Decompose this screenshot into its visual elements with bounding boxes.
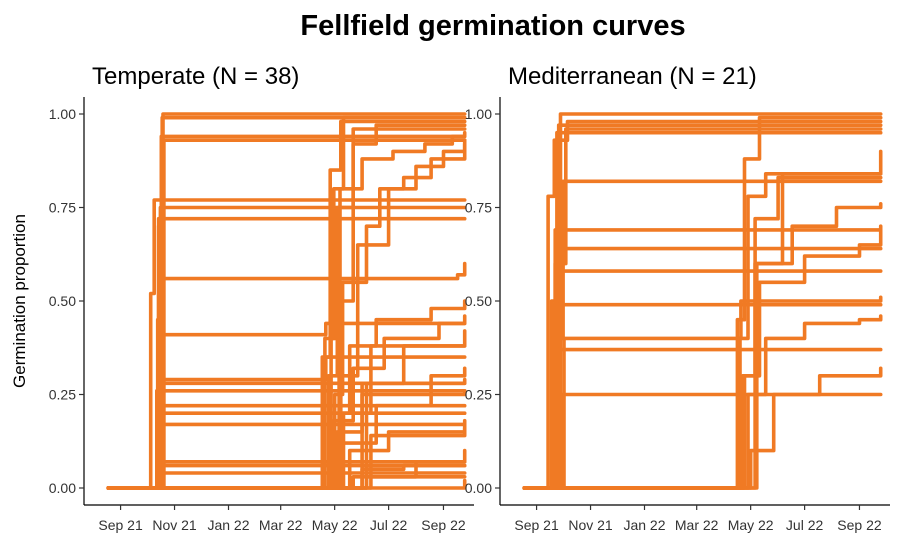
germination-curve <box>522 149 883 490</box>
x-tick-label: Sep 22 <box>837 517 882 533</box>
x-tick-label: Mar 22 <box>675 517 719 533</box>
y-tick-label: 0.50 <box>465 293 492 309</box>
germination-curve <box>522 347 883 490</box>
x-tick-label: Jul 22 <box>786 517 824 533</box>
panel-title: Mediterranean (N = 21) <box>508 63 757 90</box>
y-tick-label: 0.00 <box>465 480 492 496</box>
germination-curve <box>522 314 883 490</box>
germination-curve <box>522 224 883 490</box>
x-tick-label: Sep 22 <box>421 517 466 533</box>
y-axis-title: Germination proportion <box>10 214 29 388</box>
y-tick-label: 0.25 <box>465 387 492 403</box>
germination-curve <box>522 175 883 490</box>
y-tick-label: 1.00 <box>465 106 492 122</box>
x-tick-label: Jul 22 <box>370 517 408 533</box>
panel-title: Temperate (N = 38) <box>92 63 299 90</box>
x-tick-label: Sep 21 <box>98 517 143 533</box>
chart-title: Fellfield germination curves <box>300 10 685 42</box>
x-tick-label: Jan 22 <box>623 517 665 533</box>
panel-temperate: Temperate (N = 38) 0.00 0.25 0.50 0.75 1.00 Se… <box>49 63 474 533</box>
panel-mediterranean: Mediterranean (N = 21) 0.00 0.25 0.50 0.75 1.… <box>465 63 890 533</box>
germination-curve <box>106 261 467 490</box>
y-tick-label: 0.75 <box>465 200 492 216</box>
x-tick-label: Nov 21 <box>152 517 197 533</box>
germination-curve <box>106 478 467 490</box>
x-tick-label: Nov 21 <box>568 517 613 533</box>
germination-curve <box>522 392 883 490</box>
germination-curve <box>522 295 883 490</box>
y-tick-label: 0.50 <box>49 293 76 309</box>
germination-curve <box>522 302 883 490</box>
x-tick-label: Mar 22 <box>259 517 303 533</box>
y-tick-label: 0.75 <box>49 200 76 216</box>
germination-curve <box>522 202 883 490</box>
y-tick-label: 0.25 <box>49 387 76 403</box>
germination-curve <box>522 246 883 490</box>
x-tick-label: Jan 22 <box>207 517 249 533</box>
germination-curve <box>522 172 883 490</box>
germination-curve <box>522 228 883 490</box>
x-tick-label: May 22 <box>312 517 358 533</box>
y-tick-label: 0.00 <box>49 480 76 496</box>
x-tick-label: May 22 <box>728 517 774 533</box>
germination-curve <box>522 130 883 490</box>
x-tick-label: Sep 21 <box>514 517 559 533</box>
y-tick-label: 1.00 <box>49 106 76 122</box>
germination-curve <box>522 366 883 490</box>
